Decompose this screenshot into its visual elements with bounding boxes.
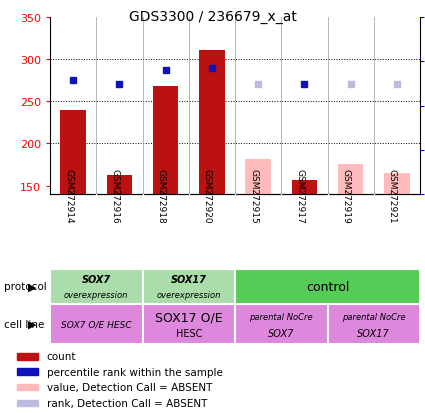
- Text: GSM272918: GSM272918: [157, 169, 166, 223]
- Text: GSM272921: GSM272921: [388, 169, 397, 223]
- Bar: [142, 304, 235, 344]
- Text: SOX7 O/E HESC: SOX7 O/E HESC: [61, 320, 132, 329]
- Text: SOX7: SOX7: [82, 274, 111, 284]
- Text: SOX17: SOX17: [171, 274, 207, 284]
- Text: GDS3300 / 236679_x_at: GDS3300 / 236679_x_at: [128, 10, 296, 24]
- Text: percentile rank within the sample: percentile rank within the sample: [47, 367, 223, 377]
- Text: SOX7: SOX7: [268, 328, 295, 338]
- Bar: [50, 269, 142, 304]
- Bar: [328, 304, 420, 344]
- Text: overexpression: overexpression: [156, 290, 221, 299]
- Text: control: control: [306, 280, 349, 293]
- Bar: [17, 384, 38, 390]
- Bar: [235, 269, 420, 304]
- Bar: [292, 180, 317, 195]
- Bar: [245, 160, 271, 195]
- Bar: [17, 354, 38, 360]
- Text: parental NoCre: parental NoCre: [342, 313, 405, 322]
- Text: parental NoCre: parental NoCre: [249, 313, 313, 322]
- Bar: [17, 369, 38, 375]
- Text: rank, Detection Call = ABSENT: rank, Detection Call = ABSENT: [47, 398, 207, 408]
- Bar: [50, 304, 142, 344]
- Text: GSM272915: GSM272915: [249, 169, 258, 223]
- Text: GSM272917: GSM272917: [295, 169, 304, 223]
- Text: count: count: [47, 351, 76, 361]
- Bar: [17, 400, 38, 406]
- Text: HESC: HESC: [176, 328, 202, 338]
- Bar: [384, 173, 410, 195]
- Bar: [153, 87, 178, 195]
- Text: overexpression: overexpression: [64, 290, 128, 299]
- Bar: [338, 164, 363, 195]
- Text: GSM272914: GSM272914: [64, 169, 73, 223]
- Text: GSM272919: GSM272919: [342, 169, 351, 223]
- Text: protocol: protocol: [4, 282, 47, 292]
- Text: cell line: cell line: [4, 319, 45, 329]
- Bar: [235, 304, 328, 344]
- Text: SOX17 O/E: SOX17 O/E: [155, 311, 223, 323]
- Text: ▶: ▶: [28, 319, 36, 329]
- Bar: [199, 51, 224, 195]
- Bar: [107, 175, 132, 195]
- Text: SOX17: SOX17: [357, 328, 390, 338]
- Text: value, Detection Call = ABSENT: value, Detection Call = ABSENT: [47, 382, 212, 392]
- Bar: [142, 269, 235, 304]
- Bar: [60, 110, 86, 195]
- Text: GSM272916: GSM272916: [110, 169, 119, 223]
- Text: GSM272920: GSM272920: [203, 169, 212, 223]
- Text: ▶: ▶: [28, 282, 36, 292]
